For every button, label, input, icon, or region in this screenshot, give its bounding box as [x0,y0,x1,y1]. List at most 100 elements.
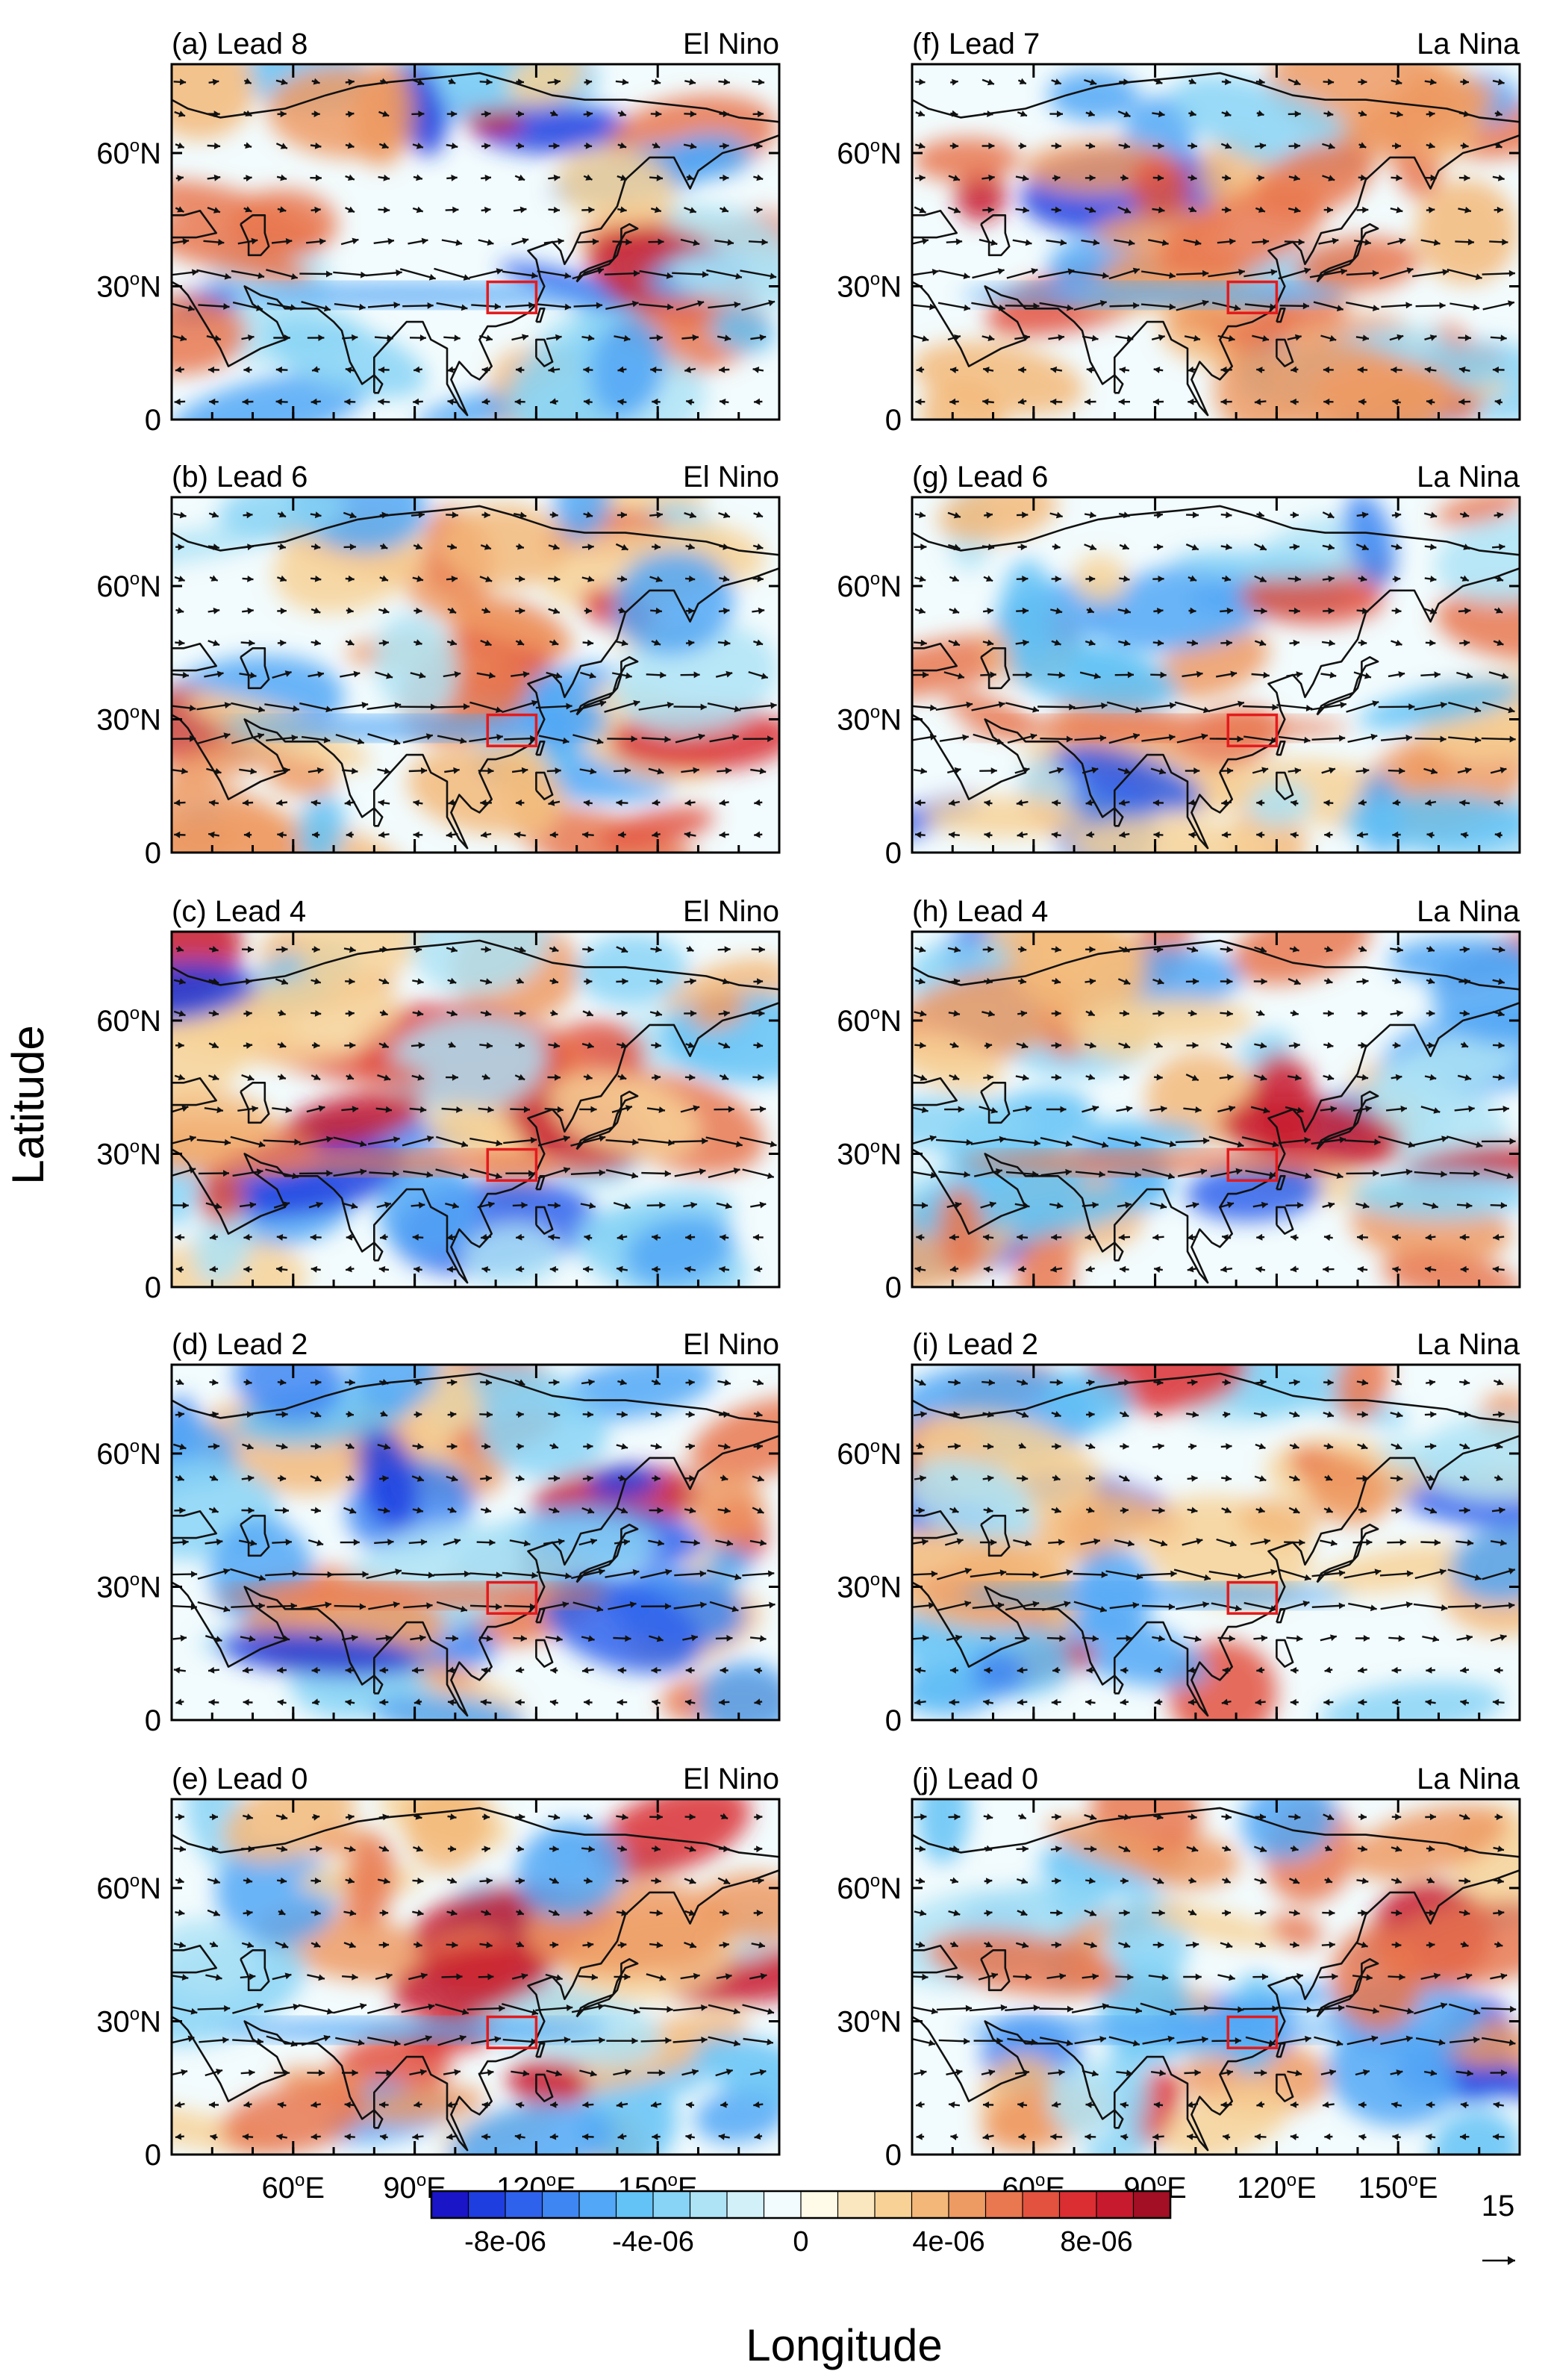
wind-arrow-shaft [739,1136,777,1147]
wind-arrow-head [1426,832,1434,839]
wind-arrow-head [347,1442,355,1449]
wind-arrow-head [1023,206,1029,214]
coastline [1276,2043,1286,2058]
wind-arrow-head [378,799,385,806]
wind-arrow-head [1293,1507,1300,1514]
wind-arrow-head [723,1010,730,1017]
anomaly-blob [690,1397,779,1480]
wind-arrow-head [1031,268,1038,275]
wind-arrow-head [1338,1569,1346,1577]
wind-arrow-shaft [1378,705,1415,708]
wind-arrow-head [177,175,184,182]
anomaly-blob [374,612,458,719]
wind-arrow-head [1328,607,1335,614]
wind-arrow-head [1497,1909,1505,1916]
wind-arrow-head [919,1845,926,1852]
wind-arrow-head [1190,1379,1198,1386]
wind-arrow-head [178,110,185,117]
wind-arrow-head [521,1201,528,1209]
wind-arrow-head [1340,701,1346,708]
wind-arrow-head [278,1074,286,1080]
wind-arrow-head [314,206,321,214]
wind-arrow-head [725,2069,733,2075]
wind-arrow-head [456,1106,463,1113]
wind-arrow-shaft [1447,268,1482,279]
coastline [535,1639,554,1668]
coastline [980,647,1011,690]
wind-arrow-head [597,2003,605,2010]
wind-arrow-head [951,1877,958,1884]
wind-arrow-shaft [1310,703,1347,711]
wind-arrow-head [987,639,994,647]
wind-arrow-shaft [1173,1569,1211,1580]
wind-arrow-head [558,237,564,245]
wind-arrow-head [175,1266,183,1273]
anomaly-blob [234,1365,344,1422]
wind-arrow-head [668,1139,675,1147]
wind-arrow-head [964,304,970,311]
wind-arrow-head [214,767,222,775]
wind-arrow-head [246,1813,253,1820]
wind-arrow-head [1293,1379,1300,1386]
wind-arrow-head [590,1106,597,1113]
wind-arrow-head [378,398,384,405]
coastline [912,643,958,672]
wind-arrow-head [1464,607,1471,614]
wind-arrow-head [247,1474,255,1482]
wind-vectors [912,511,1516,839]
wind-arrow-head [425,2035,432,2042]
wind-arrow-head [1055,946,1061,953]
anomaly-blob [438,503,569,588]
wind-arrow-head [582,831,589,838]
wind-arrow-head [1135,706,1142,714]
wind-arrow-head [1290,398,1296,405]
wind-arrow-head [1126,334,1134,342]
wind-arrow-head [964,1568,972,1574]
wind-arrow-head [1132,1601,1139,1609]
wind-arrow-head [549,398,557,405]
anomaly-blob [575,934,688,1006]
wind-arrow-head [691,1634,698,1642]
wind-arrow-head [1357,1233,1364,1241]
wind-arrow-head [1394,576,1401,583]
wind-arrow-head [1123,1042,1131,1049]
wind-arrow-head [918,142,926,149]
wind-arrow-head [1362,767,1370,774]
wind-arrow-head [719,366,725,373]
wind-arrow-head [1323,366,1329,373]
anomaly-blob [1090,563,1276,652]
anomaly-blob [406,584,574,653]
wind-arrow-head [519,607,525,614]
wind-arrow-shaft [172,270,199,276]
wind-arrow-head [1329,671,1337,679]
wind-arrow-head [181,1105,189,1112]
wind-arrow-head [1268,2040,1276,2046]
wind-arrow-head [983,2101,990,2108]
anomaly-blob [1378,1900,1520,1988]
wind-arrow-head [589,1202,596,1209]
wind-arrow-head [1291,1845,1299,1852]
wind-arrow-head [929,734,937,741]
wind-arrow-head [952,607,960,614]
wind-arrow-head [1226,978,1233,985]
wind-arrow-head [1192,1201,1199,1209]
coastline [1114,1675,1124,1695]
wind-arrow-head [315,1845,322,1853]
anomaly-blob [478,1388,608,1478]
wind-arrow-head [1501,673,1508,679]
wind-arrow-head [383,1507,390,1514]
wind-arrow-head [447,399,454,405]
wind-arrow-head [360,1140,366,1147]
wind-arrow-head [1160,671,1167,679]
wind-arrow-head [1060,239,1067,246]
wind-arrow-head [1394,511,1402,519]
anomaly-blob [1067,817,1274,853]
colorbar-swatch [1132,2190,1172,2219]
wind-arrow-head [722,978,729,985]
anomaly-blob [449,2102,614,2155]
wind-arrow-head [449,78,456,84]
wind-arrow-head [1270,269,1277,276]
panel-frame [170,1363,781,1722]
wind-arrow-head [656,1909,663,1916]
